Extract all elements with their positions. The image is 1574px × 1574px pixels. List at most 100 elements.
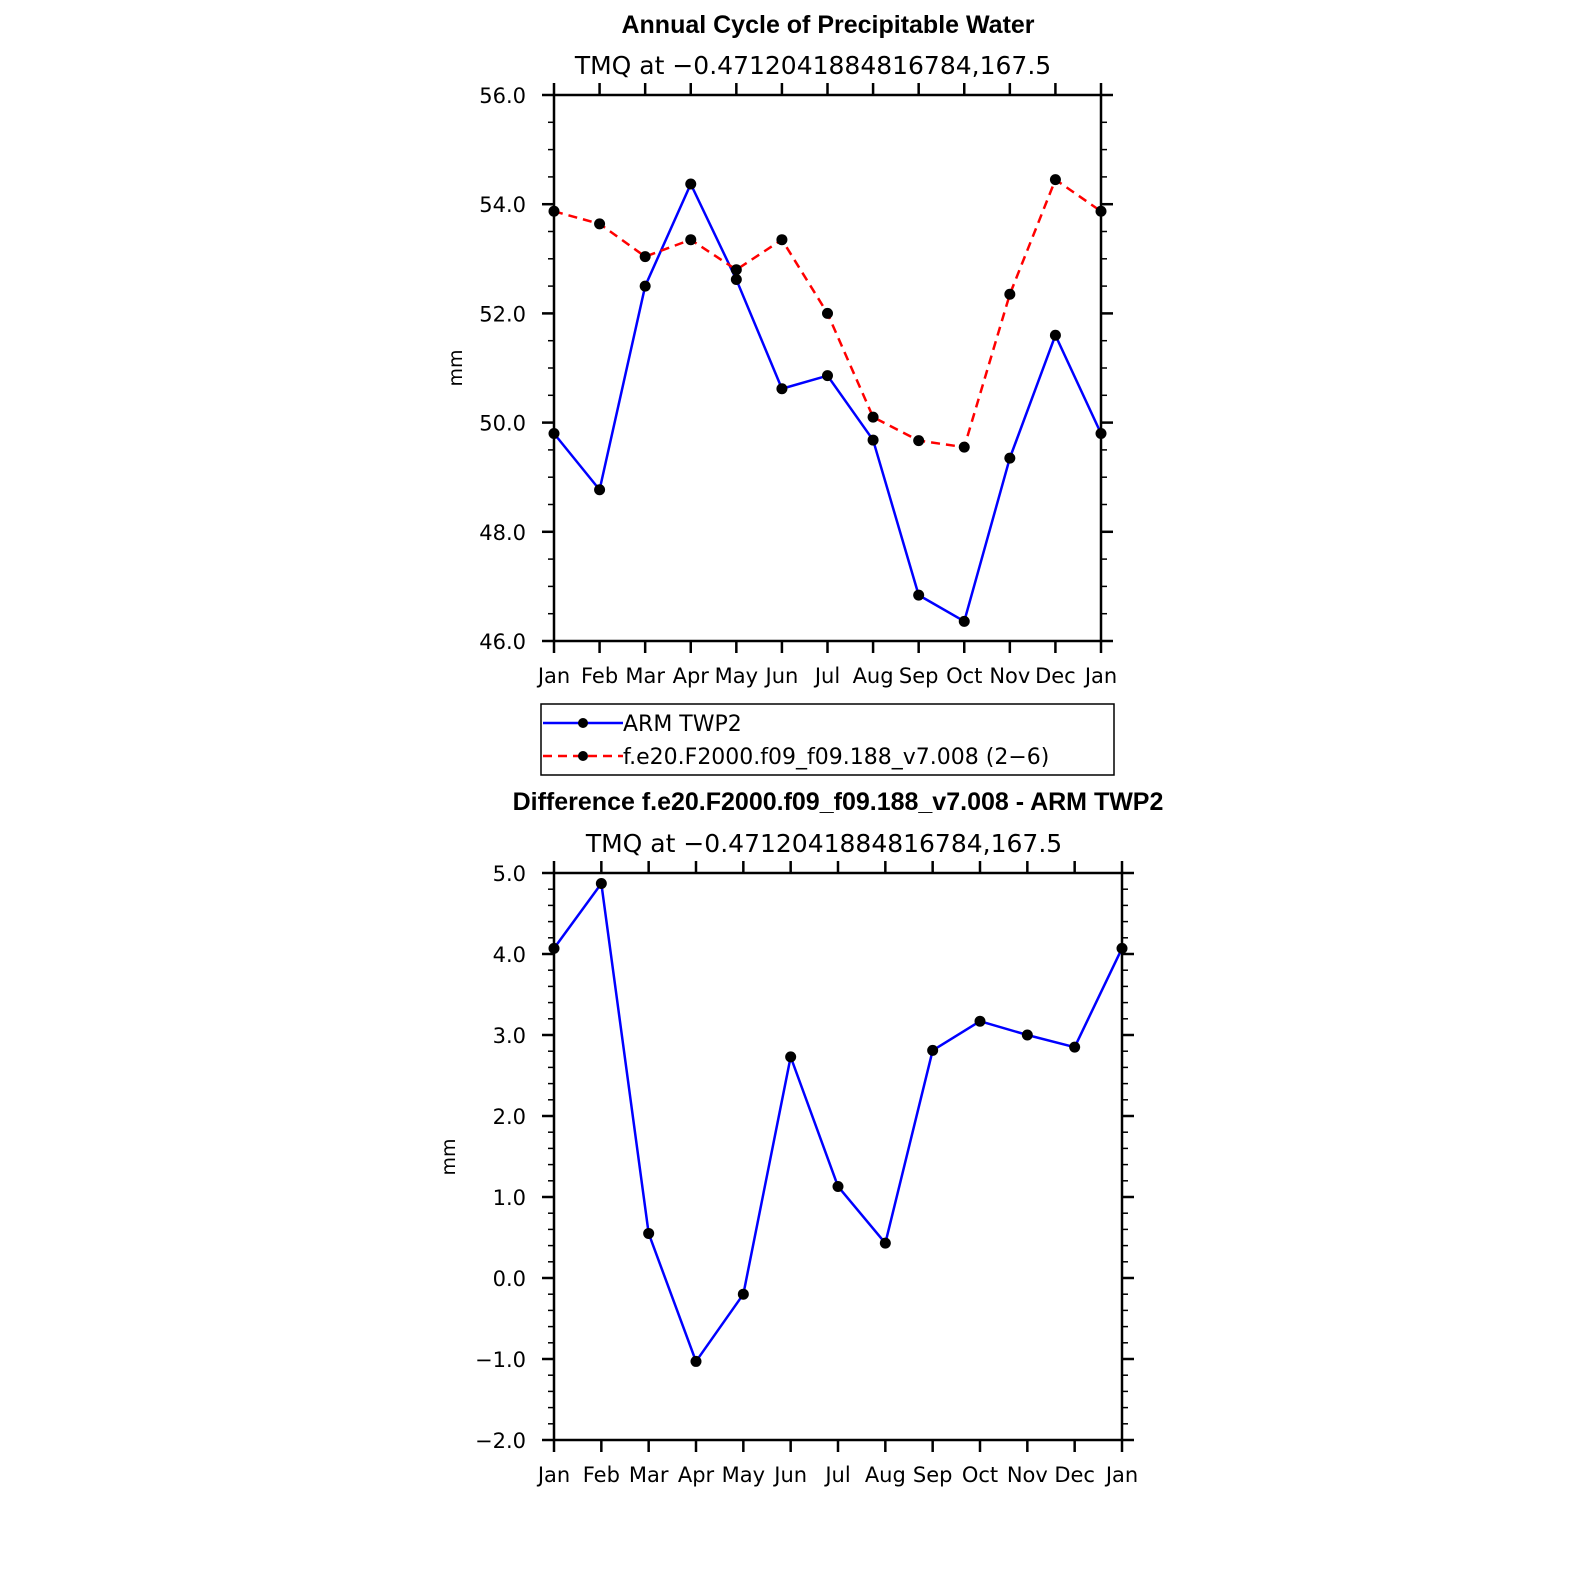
x-tick-label: Dec [1035, 664, 1076, 688]
y-tick-label: −1.0 [475, 1348, 526, 1372]
legend-label-arm-twp2: ARM TWP2 [623, 712, 742, 737]
x-tick-label: Jan [1104, 1463, 1138, 1487]
chart-subtitle: TMQ at −0.4712041884816784,167.5 [574, 51, 1051, 80]
chart-title: Difference f.e20.F2000.f09_f09.188_v7.00… [513, 788, 1164, 816]
legend-label-model: f.e20.F2000.f09_f09.188_v7.008 (2−6) [623, 745, 1049, 770]
series-lines [553, 178, 1103, 623]
data-point-series-0 [867, 434, 879, 446]
x-tick-label: May [722, 1463, 765, 1487]
x-tick-label: Dec [1054, 1463, 1095, 1487]
data-point-series-1 [639, 251, 651, 263]
y-tick-label: 46.0 [479, 630, 526, 654]
y-tick-label: 0.0 [493, 1267, 526, 1291]
x-tick-label: Jul [813, 664, 840, 688]
data-point-series-0 [879, 1237, 891, 1249]
y-tick-label: 3.0 [493, 1024, 526, 1048]
data-point-series-1 [958, 441, 970, 453]
annual-cycle-panel: Annual Cycle of Precipitable Water TMQ a… [445, 11, 1117, 776]
x-tick-label: May [715, 664, 758, 688]
data-point-series-0 [685, 178, 697, 190]
data-point-series-0 [958, 615, 970, 627]
data-point-series-0 [548, 428, 560, 440]
data-point-series-0 [643, 1227, 655, 1239]
x-tick-label: Jul [823, 1463, 850, 1487]
x-tick-labels: Jan Feb Mar Apr May Jun Jul Aug Sep Oct Nov Dec Jan [536, 664, 1117, 688]
data-point-series-0 [1021, 1029, 1033, 1041]
y-tick-label: 54.0 [479, 193, 526, 217]
data-point-series-1 [913, 435, 925, 447]
y-tick-labels: −2.0 −1.0 0.0 1.0 2.0 3.0 4.0 5.0 [475, 862, 526, 1453]
plot-frame [552, 93, 1103, 643]
x-tick-label: Feb [583, 1463, 620, 1487]
data-point-series-1 [867, 411, 879, 423]
data-point-series-0 [594, 484, 606, 496]
data-point-series-1 [1095, 205, 1107, 217]
x-tick-label: Oct [946, 664, 982, 688]
legend-marker-model [578, 751, 588, 761]
y-tick-label: 52.0 [479, 302, 526, 326]
y-tick-label: 48.0 [479, 521, 526, 545]
legend: ARM TWP2 f.e20.F2000.f09_f09.188_v7.008 … [540, 703, 1115, 776]
y-axis-title: mm [438, 1138, 460, 1175]
y-tick-labels: 46.0 48.0 50.0 52.0 54.0 56.0 [479, 84, 526, 654]
data-point-series-0 [822, 370, 833, 382]
data-point-series-0 [1069, 1041, 1081, 1053]
data-point-series-1 [685, 234, 697, 246]
data-point-series-0 [785, 1051, 797, 1063]
data-point-series-1 [1004, 288, 1016, 300]
data-point-series-0 [595, 878, 607, 890]
y-axis-title: mm [445, 349, 467, 386]
series-lines [552, 882, 1124, 1363]
y-tick-label: 1.0 [493, 1186, 526, 1210]
difference-panel: Difference f.e20.F2000.f09_f09.188_v7.00… [438, 788, 1163, 1487]
x-tick-label: Jan [536, 1463, 570, 1487]
data-point-series-0 [690, 1355, 702, 1367]
legend-box [540, 703, 1115, 776]
x-tick-label: Apr [678, 1463, 715, 1487]
axis-ticks [542, 83, 1113, 653]
chart-title: Annual Cycle of Precipitable Water [621, 11, 1034, 39]
x-tick-label: Apr [673, 664, 710, 688]
data-point-series-0 [737, 1288, 749, 1300]
data-point-series-1 [1049, 174, 1061, 186]
data-point-series-0 [1049, 329, 1061, 341]
x-tick-label: Sep [899, 664, 939, 688]
x-tick-label: Mar [629, 1463, 669, 1487]
x-tick-label: Aug [853, 664, 894, 688]
y-tick-label: 56.0 [479, 84, 526, 108]
x-tick-labels: Jan Feb Mar Apr May Jun Jul Aug Sep Oct Nov Dec Jan [536, 1463, 1138, 1487]
data-point-series-1 [594, 218, 606, 230]
y-tick-label: 50.0 [479, 412, 526, 436]
chart-subtitle: TMQ at −0.4712041884816784,167.5 [585, 829, 1062, 858]
x-tick-label: Mar [625, 664, 665, 688]
x-tick-label: Jun [772, 1463, 807, 1487]
data-point-series-0 [1116, 942, 1128, 954]
x-tick-label: Feb [581, 664, 618, 688]
data-point-series-0 [548, 942, 560, 954]
x-tick-label: Jun [764, 664, 799, 688]
x-tick-label: Nov [1007, 1463, 1048, 1487]
data-point-series-0 [1004, 452, 1016, 464]
data-point-series-0 [1095, 428, 1107, 440]
y-tick-label: −2.0 [475, 1429, 526, 1453]
x-tick-label: Aug [865, 1463, 906, 1487]
series-markers [548, 174, 1107, 627]
data-point-series-0 [974, 1015, 986, 1027]
data-point-series-0 [730, 274, 742, 286]
x-tick-label: Sep [913, 1463, 953, 1487]
data-point-series-0 [927, 1044, 939, 1056]
data-point-series-1 [776, 234, 788, 246]
y-tick-label: 2.0 [493, 1105, 526, 1129]
x-tick-label: Nov [989, 664, 1030, 688]
legend-marker-arm-twp2 [578, 718, 588, 728]
data-point-series-1 [730, 264, 742, 276]
x-tick-label: Jan [536, 664, 570, 688]
x-tick-label: Jan [1083, 664, 1117, 688]
data-point-series-1 [822, 307, 833, 319]
data-point-series-0 [832, 1180, 844, 1192]
y-tick-label: 5.0 [493, 862, 526, 886]
data-point-series-0 [639, 280, 651, 292]
data-point-series-1 [548, 205, 560, 217]
y-tick-label: 4.0 [493, 943, 526, 967]
